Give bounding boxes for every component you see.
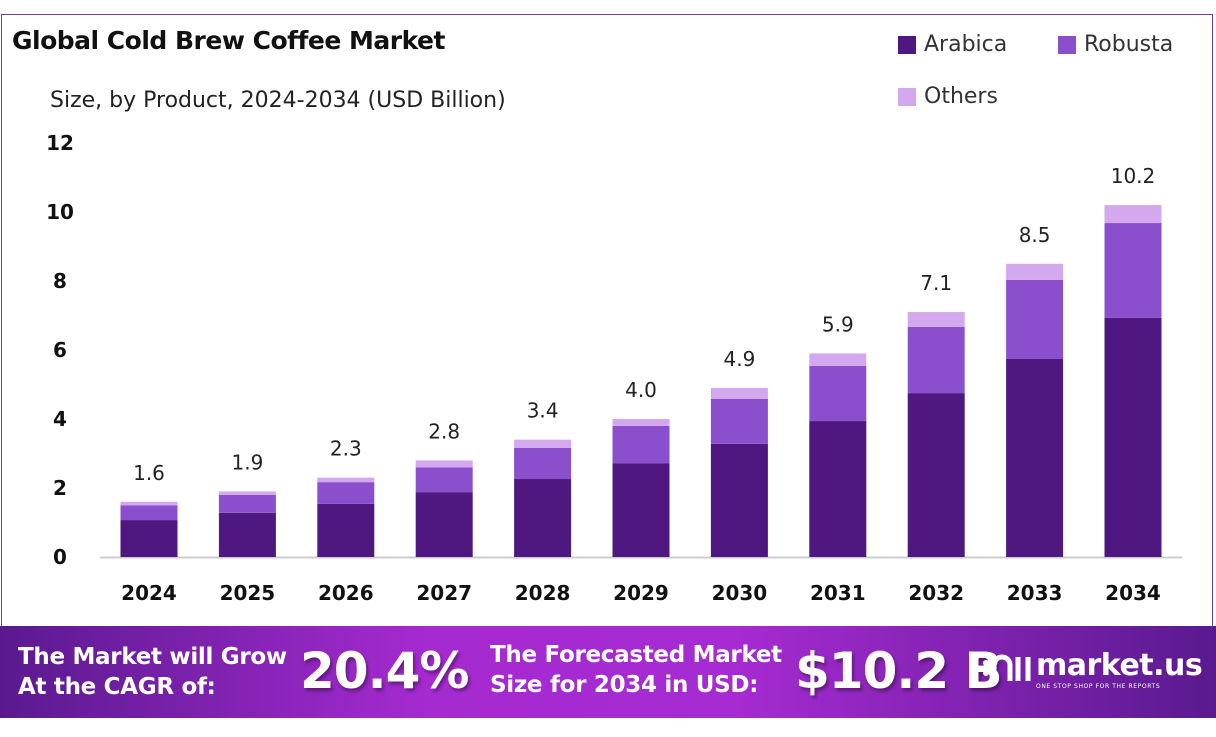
data-label: 2.8 xyxy=(428,419,460,443)
bar-segment-others xyxy=(907,312,965,327)
x-tick-label: 2031 xyxy=(810,581,866,605)
forecast-label: The Forecasted Market Size for 2034 in U… xyxy=(490,640,782,700)
legend-swatch xyxy=(898,35,916,54)
forecast-text-2: Size for 2034 in USD: xyxy=(490,672,759,698)
data-label: 7.1 xyxy=(920,271,952,295)
logo-name: market.us xyxy=(1036,648,1203,683)
data-label: 1.6 xyxy=(133,461,165,485)
bar-segment-arabica xyxy=(415,492,473,557)
bar-segment-robusta xyxy=(907,326,965,394)
forecast-text-1: The Forecasted Market xyxy=(490,642,782,668)
market-us-logo: market.us ONE STOP SHOP FOR THE REPORTS xyxy=(980,648,1203,690)
bar-segment-robusta xyxy=(1104,223,1162,318)
legend-label: Arabica xyxy=(924,32,1008,57)
y-tick-label: 0 xyxy=(53,545,67,569)
legend-swatch xyxy=(1058,35,1076,54)
bar-segment-robusta xyxy=(218,494,276,513)
legend-swatch xyxy=(898,87,916,106)
bar-segment-others xyxy=(809,353,867,366)
bar-segment-arabica xyxy=(710,443,768,557)
forecast-value: $10.2 B xyxy=(795,642,1003,700)
data-label: 5.9 xyxy=(822,312,854,336)
bar-segment-arabica xyxy=(218,512,276,557)
legend-label: Robusta xyxy=(1084,32,1174,57)
bar-segment-arabica xyxy=(317,503,375,557)
x-tick-label: 2029 xyxy=(613,581,669,605)
bar-segment-others xyxy=(1006,263,1064,280)
x-tick-label: 2026 xyxy=(318,581,374,605)
logo-tagline: ONE STOP SHOP FOR THE REPORTS xyxy=(1036,683,1161,690)
bar-segment-others xyxy=(120,501,178,506)
bar-segment-arabica xyxy=(514,479,572,557)
legend-item-robusta: Robusta xyxy=(1058,32,1173,57)
cagr-value: 20.4% xyxy=(300,642,469,700)
data-label: 4.0 xyxy=(625,378,657,402)
y-tick-label: 6 xyxy=(53,338,67,362)
bar-segment-arabica xyxy=(612,463,670,557)
y-tick-label: 8 xyxy=(53,269,67,293)
legend-item-others: Others xyxy=(898,84,998,109)
bar-segment-robusta xyxy=(415,467,473,493)
x-tick-label: 2024 xyxy=(121,581,177,605)
y-tick-label: 4 xyxy=(53,407,67,431)
logo-icon xyxy=(983,654,1031,681)
bar-segment-others xyxy=(514,439,572,448)
data-label: 8.5 xyxy=(1019,223,1051,247)
x-tick-label: 2027 xyxy=(416,581,472,605)
bar-segment-robusta xyxy=(514,447,572,480)
chart-title: Global Cold Brew Coffee Market xyxy=(12,26,445,55)
bar-segment-others xyxy=(612,419,670,426)
bar-segment-arabica xyxy=(1104,317,1162,557)
data-label: 2.3 xyxy=(330,437,362,461)
data-label: 1.9 xyxy=(231,450,263,474)
legend-label: Others xyxy=(924,84,998,109)
x-tick-label: 2028 xyxy=(515,581,571,605)
bar-segment-others xyxy=(317,477,375,483)
footer-banner: The Market will Grow At the CAGR of: 20.… xyxy=(0,626,1216,718)
x-tick-label: 2033 xyxy=(1007,581,1063,605)
bar-segment-others xyxy=(1104,205,1162,224)
bar-segment-arabica xyxy=(120,520,178,557)
bar-segment-robusta xyxy=(120,505,178,521)
bar-segment-robusta xyxy=(809,365,867,422)
data-label: 3.4 xyxy=(527,399,559,423)
bar-segment-robusta xyxy=(1006,279,1064,359)
bar-segment-arabica xyxy=(1006,358,1064,557)
bar-segment-arabica xyxy=(907,393,965,557)
bar-chart: 0 2 4 6 8 10 12 1.6 2024 1.9 2025 2.3 2026 2.8 2027 3.4… xyxy=(46,131,1182,605)
x-tick-label: 2030 xyxy=(712,581,768,605)
cagr-text-2: At the CAGR of: xyxy=(18,674,216,700)
data-label: 4.9 xyxy=(723,347,755,371)
cagr-label: The Market will Grow At the CAGR of: xyxy=(18,642,287,702)
x-tick-label: 2032 xyxy=(908,581,964,605)
y-tick-label: 12 xyxy=(46,131,74,155)
cagr-text-1: The Market will Grow xyxy=(18,644,287,670)
bar-segment-arabica xyxy=(809,421,867,557)
bar-segment-robusta xyxy=(317,482,375,504)
legend-item-arabica: Arabica xyxy=(898,32,1007,57)
x-tick-label: 2034 xyxy=(1105,581,1161,605)
y-tick-label: 2 xyxy=(53,476,67,500)
bar-segment-others xyxy=(218,491,276,495)
bar-segment-others xyxy=(710,387,768,399)
bar-segment-robusta xyxy=(612,425,670,464)
bar-segment-others xyxy=(415,460,473,468)
chart-subtitle: Size, by Product, 2024-2034 (USD Billion… xyxy=(50,88,506,113)
y-tick-label: 10 xyxy=(46,200,74,224)
data-label: 10.2 xyxy=(1111,164,1156,188)
chart-frame xyxy=(1,14,1213,626)
bar-segment-robusta xyxy=(710,398,768,444)
x-tick-label: 2025 xyxy=(220,581,276,605)
